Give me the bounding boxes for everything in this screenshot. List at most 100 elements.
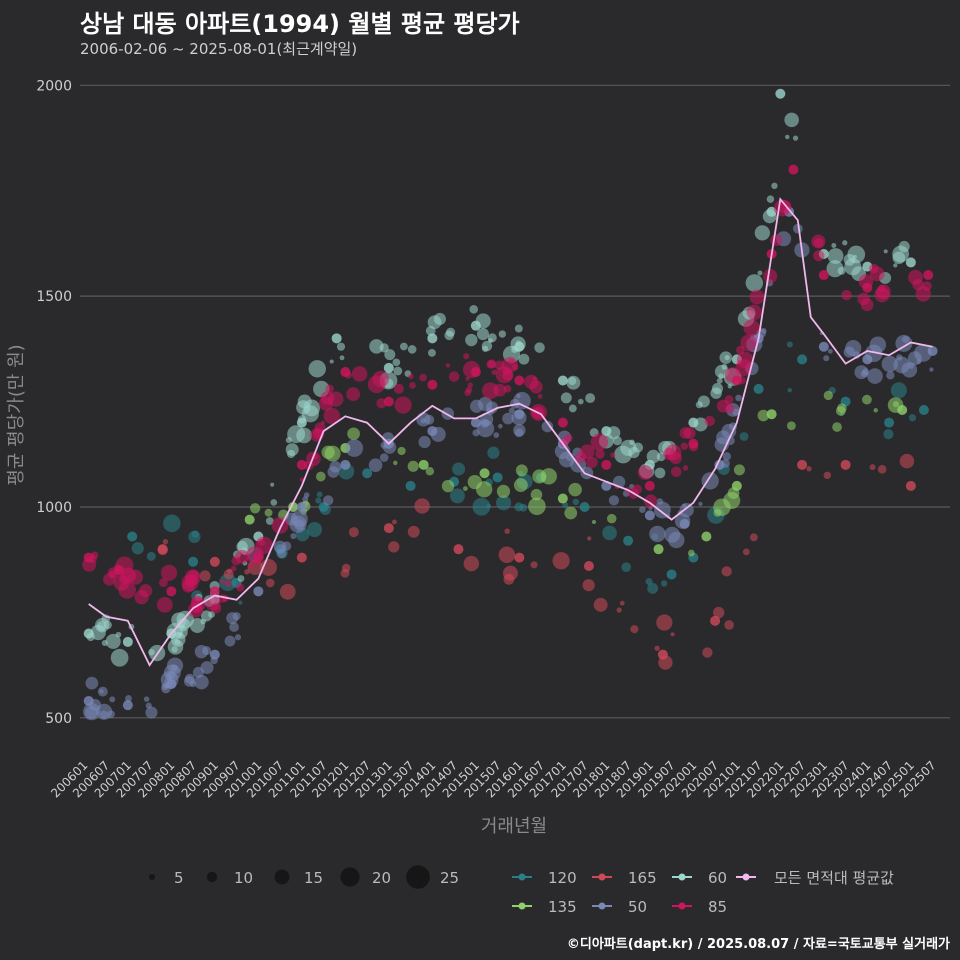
point-60	[308, 360, 326, 378]
y-tick-label: 1000	[36, 500, 72, 516]
point-50	[516, 393, 521, 398]
point-50	[644, 510, 655, 521]
point-50	[472, 429, 480, 437]
point-60	[724, 355, 730, 361]
point-165	[702, 647, 713, 658]
legend-label-135: 135	[548, 898, 577, 916]
point-120	[908, 414, 917, 422]
point-60	[498, 330, 507, 338]
point-85	[448, 371, 460, 382]
point-50	[470, 399, 484, 413]
point-60	[296, 427, 312, 444]
point-60	[578, 398, 584, 405]
point-135	[496, 484, 511, 498]
point-85	[532, 376, 537, 381]
point-120	[146, 551, 156, 561]
point-85	[557, 417, 568, 428]
point-85	[683, 427, 696, 440]
point-50	[224, 635, 236, 647]
point-120	[163, 514, 181, 533]
point-60	[716, 377, 723, 384]
point-85	[156, 596, 173, 613]
point-165	[388, 541, 400, 553]
point-85	[419, 373, 427, 382]
y-tick-label: 1500	[36, 289, 72, 305]
point-120	[660, 580, 668, 587]
point-85	[114, 565, 125, 576]
point-165	[840, 459, 851, 470]
point-50	[476, 420, 495, 438]
point-50	[143, 696, 150, 702]
point-60	[286, 449, 296, 459]
chart-subtitle: 2006-02-06 ~ 2025-08-01(최근계약일)	[80, 40, 358, 58]
point-50	[679, 502, 694, 518]
point-165	[244, 569, 250, 575]
point-120	[739, 432, 749, 441]
point-165	[514, 552, 525, 563]
point-85	[811, 234, 826, 249]
point-135	[786, 421, 796, 431]
point-60	[654, 467, 666, 479]
point-50	[698, 501, 703, 507]
point-50	[722, 452, 732, 461]
size-legend-label: 25	[440, 869, 459, 887]
size-legend-label: 5	[174, 869, 184, 887]
point-60	[612, 436, 622, 446]
point-50	[109, 696, 116, 703]
point-85	[508, 358, 515, 365]
point-120	[890, 382, 907, 399]
point-50	[209, 649, 220, 660]
point-120	[883, 429, 894, 440]
point-85	[682, 465, 689, 471]
point-135	[653, 544, 664, 555]
point-50	[843, 346, 855, 358]
point-60	[427, 315, 442, 330]
point-135	[393, 460, 398, 466]
point-85	[731, 375, 742, 386]
point-135	[515, 464, 528, 477]
point-85	[670, 466, 682, 478]
point-50	[902, 335, 910, 344]
point-85	[862, 282, 873, 293]
point-50	[907, 351, 922, 366]
point-50	[166, 657, 184, 674]
point-85	[724, 395, 734, 404]
point-60	[721, 363, 728, 370]
point-135	[397, 446, 406, 456]
point-135	[701, 531, 712, 542]
point-135	[557, 493, 568, 504]
point-85	[445, 363, 451, 368]
point-165	[797, 459, 808, 470]
point-60	[844, 258, 862, 276]
point-135	[462, 486, 468, 491]
point-60	[392, 358, 401, 367]
point-135	[591, 519, 597, 525]
point-165	[713, 606, 725, 619]
point-60	[469, 304, 479, 314]
point-120	[238, 600, 243, 605]
point-50	[608, 495, 620, 506]
point-60	[718, 373, 724, 379]
point-165	[749, 533, 758, 542]
point-60	[265, 517, 274, 525]
legend: 5 10 15 20 25 120 135 165 50 60 85 모든 면적대 평균값	[149, 865, 894, 916]
point-120	[645, 577, 653, 586]
point-85	[923, 270, 934, 281]
point-50	[99, 689, 104, 694]
point-50	[232, 612, 241, 621]
point-85	[813, 250, 825, 262]
point-60	[557, 375, 568, 386]
point-135	[837, 403, 847, 413]
point-50	[514, 428, 524, 438]
point-60	[285, 437, 292, 444]
point-135	[733, 464, 745, 476]
point-85	[537, 394, 543, 399]
point-85	[869, 266, 885, 282]
point-165	[869, 464, 876, 471]
point-85	[740, 334, 758, 352]
point-135	[324, 445, 341, 462]
point-50	[558, 451, 575, 468]
point-120	[918, 405, 929, 415]
point-85	[119, 573, 130, 585]
point-135	[244, 514, 255, 525]
